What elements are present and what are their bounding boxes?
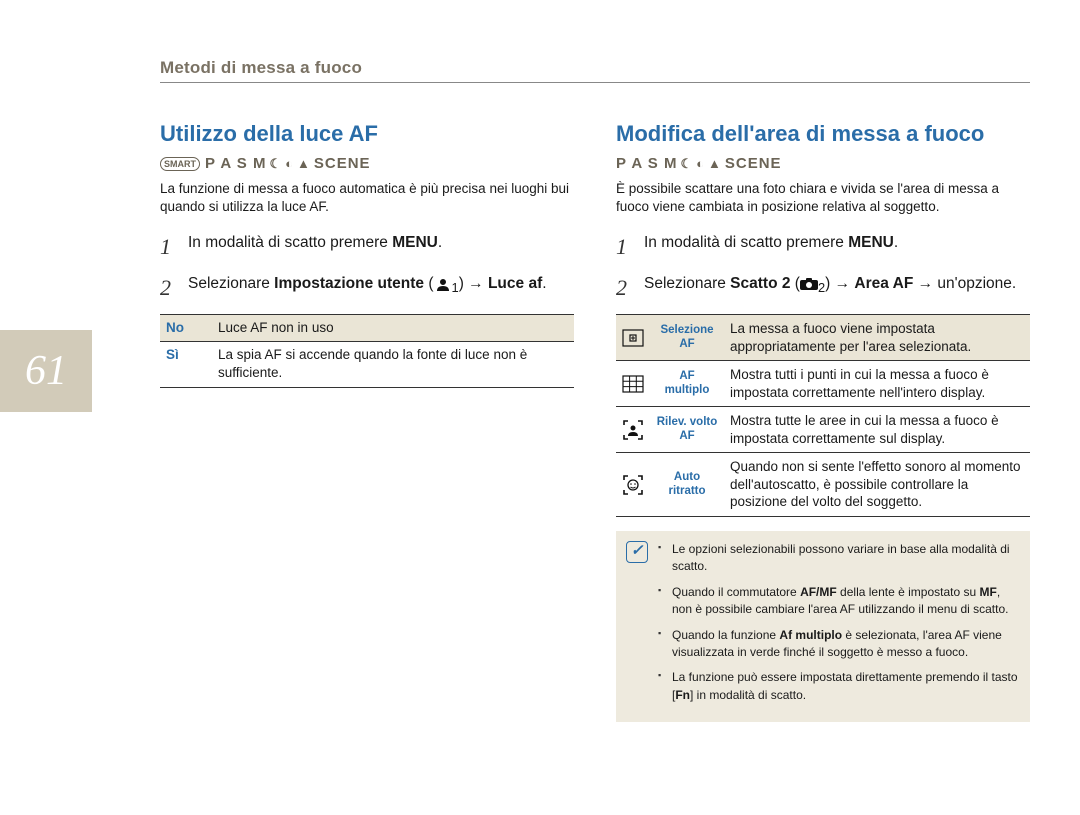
af-option-label: Selezione AF — [650, 315, 724, 361]
step-2-left: 2 Selezionare Impostazione utente (1) → … — [160, 273, 574, 304]
step-number: 1 — [616, 232, 632, 263]
scene-mode-label: SCENE — [314, 155, 371, 172]
mode-letters: P A S M — [616, 155, 677, 172]
landscape-mode-icon: ▲ — [297, 156, 311, 171]
right-column: Modifica dell'area di messa a fuoco P A … — [616, 121, 1030, 722]
step-2-right: 2 Selezionare Scatto 2 (2) → Area AF → u… — [616, 273, 1030, 304]
af-option-desc: Mostra tutte le aree in cui la messa a f… — [724, 407, 1030, 453]
smart-mode-icon: SMART — [160, 157, 200, 171]
page-number-tab: 61 — [0, 330, 92, 412]
portrait-mode-icon: ◐ — [285, 156, 294, 171]
page-number: 61 — [25, 347, 67, 395]
af-options-table: Selezione AF La messa a fuoco viene impo… — [616, 314, 1030, 517]
af-option-label: Rilev. volto AF — [650, 407, 724, 453]
step-text: In modalità di scatto premere MENU. — [644, 232, 898, 263]
night-mode-icon: ☾ — [269, 156, 282, 172]
note-item: Quando la funzione Af multiplo è selezio… — [658, 627, 1018, 662]
section-title-right: Modifica dell'area di messa a fuoco — [616, 121, 1030, 147]
landscape-mode-icon: ▲ — [708, 156, 722, 171]
af-option-label: Auto ritratto — [650, 453, 724, 517]
columns: Utilizzo della luce AF SMART P A S M ☾ ◐… — [160, 121, 1030, 722]
option-label: Sì — [160, 342, 212, 387]
option-desc: Luce AF non in uso — [212, 315, 574, 342]
af-icon-cell — [616, 453, 650, 517]
night-mode-icon: ☾ — [680, 156, 693, 172]
step-1-right: 1 In modalità di scatto premere MENU. — [616, 232, 1030, 263]
table-row: Sì La spia AF si accende quando la fonte… — [160, 342, 574, 387]
step-1-left: 1 In modalità di scatto premere MENU. — [160, 232, 574, 263]
page-content: Metodi di messa a fuoco Utilizzo della l… — [160, 58, 1030, 722]
step-number: 2 — [160, 273, 176, 304]
table-row: Selezione AF La messa a fuoco viene impo… — [616, 315, 1030, 361]
header-bar: Metodi di messa a fuoco — [160, 58, 1030, 83]
af-icon-cell — [616, 361, 650, 407]
table-row: No Luce AF non in uso — [160, 315, 574, 342]
af-icon-cell — [616, 315, 650, 361]
table-row: Rilev. volto AF Mostra tutte le aree in … — [616, 407, 1030, 453]
mode-line-left: SMART P A S M ☾ ◐ ▲ SCENE — [160, 155, 574, 172]
options-table-left: No Luce AF non in uso Sì La spia AF si a… — [160, 314, 574, 388]
table-row: AF multiplo Mostra tutti i punti in cui … — [616, 361, 1030, 407]
note-item: Quando il commutatore AF/MF della lente … — [658, 584, 1018, 619]
step-text: Selezionare Impostazione utente (1) → Lu… — [188, 273, 547, 304]
intro-text-left: La funzione di messa a fuoco automatica … — [160, 180, 574, 216]
step-number: 1 — [160, 232, 176, 263]
mode-letters: P A S M — [205, 155, 266, 172]
camera-icon — [800, 277, 818, 291]
option-desc: La spia AF si accende quando la fonte di… — [212, 342, 574, 387]
scene-mode-label: SCENE — [725, 155, 782, 172]
step-number: 2 — [616, 273, 632, 304]
self-portrait-icon — [622, 474, 644, 496]
note-item: Le opzioni selezionabili possono variare… — [658, 541, 1018, 576]
intro-text-right: È possibile scattare una foto chiara e v… — [616, 180, 1030, 216]
step-text: Selezionare Scatto 2 (2) → Area AF → un'… — [644, 273, 1016, 304]
af-icon-cell — [616, 407, 650, 453]
header-title: Metodi di messa a fuoco — [160, 58, 1030, 78]
note-box: ✓ Le opzioni selezionabili possono varia… — [616, 531, 1030, 722]
user-settings-icon — [434, 277, 452, 291]
af-option-desc: La messa a fuoco viene impostata appropr… — [724, 315, 1030, 361]
section-title-left: Utilizzo della luce AF — [160, 121, 574, 147]
left-column: Utilizzo della luce AF SMART P A S M ☾ ◐… — [160, 121, 574, 722]
af-option-label: AF multiplo — [650, 361, 724, 407]
selection-af-icon — [622, 329, 644, 347]
af-option-desc: Mostra tutti i punti in cui la messa a f… — [724, 361, 1030, 407]
note-info-icon: ✓ — [626, 541, 648, 563]
multi-af-icon — [622, 375, 644, 393]
table-row: Auto ritratto Quando non si sente l'effe… — [616, 453, 1030, 517]
face-detect-icon — [622, 419, 644, 441]
portrait-mode-icon: ◐ — [696, 156, 705, 171]
mode-line-right: P A S M ☾ ◐ ▲ SCENE — [616, 155, 1030, 172]
af-option-desc: Quando non si sente l'effetto sonoro al … — [724, 453, 1030, 517]
note-item: La funzione può essere impostata diretta… — [658, 669, 1018, 704]
note-list: Le opzioni selezionabili possono variare… — [658, 541, 1018, 712]
step-text: In modalità di scatto premere MENU. — [188, 232, 442, 263]
option-label: No — [160, 315, 212, 342]
